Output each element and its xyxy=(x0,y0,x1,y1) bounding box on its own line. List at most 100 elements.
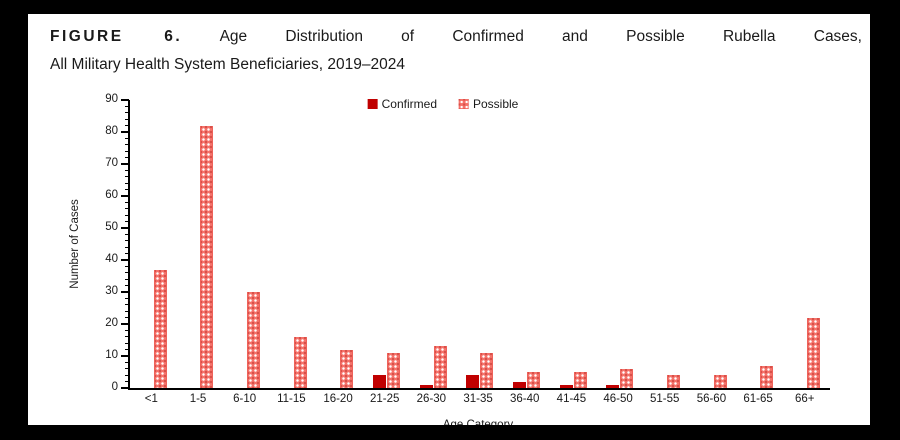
y-minor-tick xyxy=(125,214,129,216)
y-tick-label-80: 80 xyxy=(105,125,118,137)
y-minor-tick xyxy=(125,176,129,178)
bar-possible-26-30 xyxy=(433,346,447,388)
y-minor-tick xyxy=(125,189,129,191)
y-minor-tick xyxy=(125,144,129,146)
x-tick-label-51-55: 51-55 xyxy=(650,393,680,405)
bar-possible-6-10 xyxy=(247,292,261,388)
y-minor-tick xyxy=(125,374,129,376)
bar-group-6-10 xyxy=(223,100,270,388)
y-tick-label-0: 0 xyxy=(111,381,118,393)
y-minor-tick xyxy=(125,329,129,331)
bar-group-11-15 xyxy=(270,100,317,388)
bar-possible-<1 xyxy=(153,269,167,388)
bar-confirmed-46-50 xyxy=(606,384,620,388)
y-minor-tick xyxy=(125,361,129,363)
y-minor-tick xyxy=(125,221,129,223)
figure-title-text: Age Distribution of Confirmed and Possib… xyxy=(219,28,862,45)
legend: Confirmed Possible xyxy=(367,97,518,111)
x-tick-label-11-15: 11-15 xyxy=(277,393,306,405)
y-major-tick-80 xyxy=(121,131,129,133)
y-minor-tick xyxy=(125,201,129,203)
x-tick-label-<1: <1 xyxy=(144,393,158,405)
y-major-tick-90 xyxy=(121,99,129,101)
bar-group-46-50 xyxy=(597,100,644,388)
bar-possible-36-40 xyxy=(527,372,541,388)
plot-area: 0 10 20 30 40 50 60 70 80 90 xyxy=(105,93,830,393)
y-tick-label-50: 50 xyxy=(105,221,118,233)
y-minor-tick xyxy=(125,150,129,152)
bar-group-16-20 xyxy=(317,100,364,388)
figure-title-line1: FIGURE 6. Age Distribution of Confirmed … xyxy=(50,23,862,51)
x-tick-label-36-40: 36-40 xyxy=(510,393,540,405)
y-minor-tick xyxy=(125,208,129,210)
y-minor-tick xyxy=(125,265,129,267)
x-tick-label-6-10: 6-10 xyxy=(233,393,257,405)
y-tick-label-90: 90 xyxy=(105,93,118,105)
bar-group-41-45 xyxy=(550,100,597,388)
x-tick-label-31-35: 31-35 xyxy=(463,393,493,405)
x-tick-label-16-20: 16-20 xyxy=(323,393,353,405)
y-minor-tick xyxy=(125,118,129,120)
bar-confirmed-26-30 xyxy=(419,384,433,388)
bar-confirmed-36-40 xyxy=(513,381,527,388)
y-minor-tick xyxy=(125,105,129,107)
bar-group-66+ xyxy=(783,100,830,388)
bar-group-61-65 xyxy=(737,100,784,388)
y-minor-tick xyxy=(125,317,129,319)
y-major-tick-0 xyxy=(121,387,129,389)
y-major-tick-70 xyxy=(121,163,129,165)
x-tick-label-46-50: 46-50 xyxy=(603,393,633,405)
y-minor-tick xyxy=(125,240,129,242)
bar-group-26-30 xyxy=(410,100,457,388)
x-tick-label-1-5: 1-5 xyxy=(189,393,207,405)
legend-marker-possible xyxy=(459,99,469,109)
y-major-tick-60 xyxy=(121,195,129,197)
bar-group-1-5 xyxy=(177,100,224,388)
y-minor-tick xyxy=(125,272,129,274)
y-minor-tick xyxy=(125,125,129,127)
legend-marker-confirmed xyxy=(367,99,378,109)
y-axis-title: Number of Cases xyxy=(69,199,81,289)
y-tick-label-70: 70 xyxy=(105,157,118,169)
bar-possible-11-15 xyxy=(293,336,307,388)
x-tick-label-56-60: 56-60 xyxy=(696,393,727,405)
bar-group-31-35 xyxy=(457,100,504,388)
y-major-tick-30 xyxy=(121,291,129,293)
y-major-tick-10 xyxy=(121,355,129,357)
x-tick-label-41-45: 41-45 xyxy=(556,393,587,405)
legend-item-possible: Possible xyxy=(459,97,518,111)
y-minor-tick xyxy=(125,285,129,287)
bar-group-56-60 xyxy=(690,100,737,388)
legend-label-confirmed: Confirmed xyxy=(381,97,437,111)
y-minor-tick xyxy=(125,381,129,383)
bar-possible-56-60 xyxy=(713,375,727,388)
y-tick-label-40: 40 xyxy=(105,253,118,265)
bar-confirmed-31-35 xyxy=(466,375,480,388)
y-major-tick-20 xyxy=(121,323,129,325)
bar-group-51-55 xyxy=(643,100,690,388)
figure-title: FIGURE 6. Age Distribution of Confirmed … xyxy=(50,23,862,79)
y-tick-label-20: 20 xyxy=(105,317,118,329)
bar-possible-1-5 xyxy=(200,125,214,388)
y-minor-tick xyxy=(125,342,129,344)
y-major-tick-40 xyxy=(121,259,129,261)
x-tick-label-61-65: 61-65 xyxy=(743,393,773,405)
bar-possible-21-25 xyxy=(387,352,401,388)
bar-group-36-40 xyxy=(503,100,550,388)
y-minor-tick xyxy=(125,297,129,299)
x-tick-label-21-25: 21-25 xyxy=(369,393,400,405)
y-minor-tick xyxy=(125,310,129,312)
y-tick-label-10: 10 xyxy=(105,349,118,361)
figure-title-line2: All Military Health System Beneficiaries… xyxy=(50,56,405,73)
legend-item-confirmed: Confirmed xyxy=(367,97,437,111)
x-tick-label-66+: 66+ xyxy=(794,393,815,405)
figure-frame: FIGURE 6. Age Distribution of Confirmed … xyxy=(28,14,870,425)
x-tick-label-26-30: 26-30 xyxy=(416,393,447,405)
y-tick-label-60: 60 xyxy=(105,189,118,201)
y-minor-tick xyxy=(125,137,129,139)
bar-group-<1 xyxy=(130,100,177,388)
x-axis-title: Age Category xyxy=(442,419,514,425)
bar-possible-46-50 xyxy=(620,368,634,388)
bar-confirmed-21-25 xyxy=(373,375,387,388)
y-minor-tick xyxy=(125,368,129,370)
